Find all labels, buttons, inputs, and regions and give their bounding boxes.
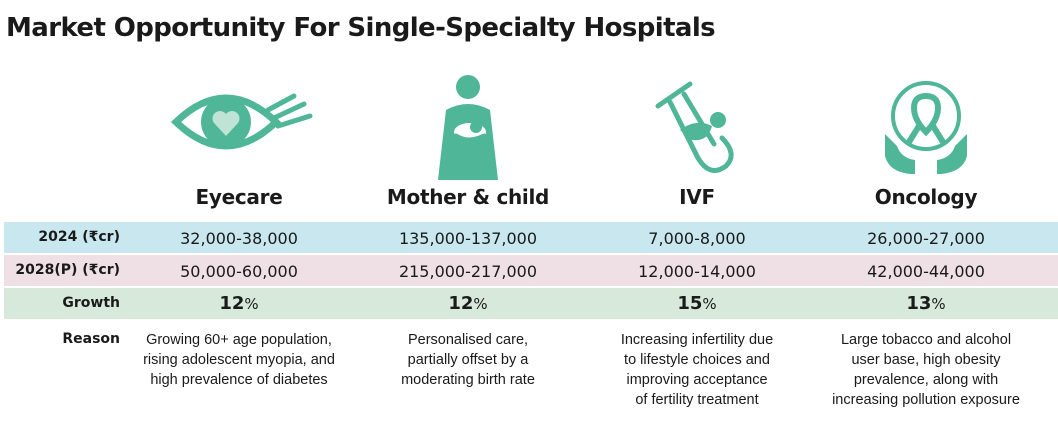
- row-label-reason: Reason: [62, 331, 120, 347]
- reason-ivf: Increasing infertility due to lifestyle …: [577, 330, 817, 410]
- growth-value: 12: [448, 293, 474, 314]
- growth-mother-child: 12%: [338, 293, 598, 314]
- growth-unit: %: [702, 295, 717, 313]
- column-label: IVF: [679, 185, 715, 209]
- reason-eyecare: Growing 60+ age population, rising adole…: [119, 330, 359, 390]
- reason-line: partially offset by a: [407, 352, 529, 368]
- ivf-icon: [655, 81, 734, 173]
- growth-value: 13: [906, 293, 932, 314]
- value-2028-oncology: 42,000-44,000: [867, 262, 985, 281]
- column-header-eyecare: Eyecare: [109, 68, 369, 218]
- reason-line: Increasing infertility due: [620, 332, 774, 348]
- column-header-oncology: Oncology: [796, 68, 1056, 218]
- reason-mother-child: Personalised care, partially offset by a…: [348, 330, 588, 390]
- growth-unit: %: [473, 295, 488, 313]
- growth-value: 12: [219, 293, 245, 314]
- page-title: Market Opportunity For Single-Specialty …: [6, 13, 716, 43]
- reason-line: Growing 60+ age population,: [146, 332, 332, 348]
- growth-ivf: 15%: [567, 293, 827, 314]
- reason-line: improving acceptance: [626, 372, 768, 388]
- column-header-mother-child: Mother & child: [338, 68, 598, 218]
- value-2024-eyecare: 32,000-38,000: [180, 229, 298, 248]
- reason-line: Personalised care,: [407, 332, 529, 348]
- growth-unit: %: [931, 295, 946, 313]
- reason-line: increasing pollution exposure: [832, 392, 1020, 408]
- value-2028-ivf: 12,000-14,000: [638, 262, 756, 281]
- growth-unit: %: [244, 295, 259, 313]
- growth-oncology: 13%: [796, 293, 1056, 314]
- reason-line: Large tobacco and alcohol: [840, 332, 1012, 348]
- reason-line: of fertility treatment: [635, 392, 759, 408]
- reason-line: user base, high obesity: [851, 352, 1001, 368]
- mother-child-icon: [438, 75, 498, 180]
- row-band-growth: [4, 288, 1058, 319]
- column-label: Eyecare: [195, 185, 283, 209]
- column-label: Mother & child: [386, 185, 550, 209]
- value-2024-oncology: 26,000-27,000: [867, 229, 985, 248]
- row-label-growth: Growth: [62, 295, 120, 311]
- reason-line: high prevalence of diabetes: [150, 372, 328, 388]
- value-2028-mother-child: 215,000-217,000: [398, 262, 538, 281]
- row-label-2024: 2024 (₹cr): [38, 229, 120, 245]
- oncology-ribbon-icon: [885, 81, 967, 174]
- column-label: Oncology: [874, 185, 978, 209]
- reason-line: moderating birth rate: [401, 372, 535, 388]
- row-label-2028: 2028(P) (₹cr): [15, 262, 120, 278]
- growth-eyecare: 12%: [109, 293, 369, 314]
- reason-line: prevalence, along with: [853, 372, 999, 388]
- row-band-2024: [4, 222, 1058, 253]
- row-band-2028: [4, 255, 1058, 286]
- reason-oncology: Large tobacco and alcohol user base, hig…: [806, 330, 1046, 410]
- value-2024-ivf: 7,000-8,000: [648, 229, 746, 248]
- reason-line: rising adolescent myopia, and: [143, 352, 335, 368]
- column-header-ivf: IVF: [567, 68, 827, 218]
- growth-value: 15: [677, 293, 703, 314]
- value-2028-eyecare: 50,000-60,000: [180, 262, 298, 281]
- reason-line: to lifestyle choices and: [624, 352, 770, 368]
- value-2024-mother-child: 135,000-137,000: [398, 229, 538, 248]
- eye-icon: [170, 93, 313, 150]
